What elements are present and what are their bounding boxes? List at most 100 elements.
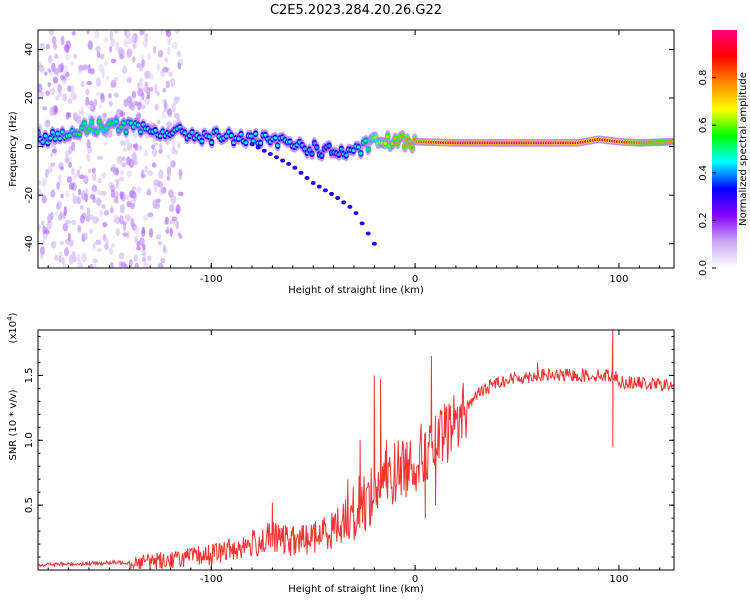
spectrogram-cell [134, 262, 140, 268]
spectrogram-cell [86, 152, 91, 162]
spectrogram-cell [64, 44, 70, 54]
spectrogram-cell [151, 148, 158, 158]
spectrogram-cell [177, 191, 184, 197]
spectrogram-cell [88, 214, 94, 220]
spectrogram-cell [109, 207, 114, 214]
spectrogram-cell [71, 31, 76, 36]
spectrogram-cell [42, 106, 48, 111]
spectrogram-cell [61, 256, 65, 265]
spectrogram-cell [59, 211, 63, 220]
spectrogram-cell [386, 134, 390, 138]
spectrogram-cell [58, 136, 62, 140]
spectrogram-cell [49, 106, 54, 117]
spectrogram-cell [43, 134, 48, 138]
spectrogram-cell [170, 194, 177, 205]
spectrogram-cell [115, 227, 121, 237]
snr-panel: -100 0 100 0.5 1.0 1.5 Height of straight lin… [6, 312, 675, 595]
spectrogram-cell [353, 211, 359, 216]
spectrogram-axes: -100 0 100 -40 -20 0 20 40 [24, 30, 674, 285]
spectrogram-cell [171, 216, 178, 222]
spectrogram-cell [159, 186, 164, 196]
spectrogram-cell [94, 130, 99, 134]
spectrogram-cell [92, 263, 97, 268]
spectrogram-cell [98, 104, 102, 109]
spectrogram-cell [73, 94, 78, 100]
spectrogram-cell [141, 229, 146, 238]
spectrogram-cell [79, 263, 84, 268]
spectrogram-cell [128, 258, 133, 268]
spectrogram-cell [83, 232, 88, 241]
spectrogram-cell [64, 219, 71, 225]
spectrogram-cell [68, 239, 74, 247]
spectrogram-cell [167, 154, 171, 160]
spectrogram-cell [115, 167, 120, 176]
spectrogram-cell [87, 40, 93, 51]
spectrogram-cell [139, 96, 143, 104]
spectrogram-xtick-label: -100 [200, 274, 223, 285]
snr-axes: -100 0 100 0.5 1.0 1.5 [24, 330, 674, 585]
spectrogram-ytick-label: 0 [24, 143, 35, 149]
spectrogram-cell [125, 156, 131, 166]
spectrogram-cell [83, 188, 89, 195]
spectrogram-cell [171, 140, 176, 150]
spectrogram-cell [86, 30, 90, 35]
spectrogram-cell [274, 155, 279, 160]
spectrogram-cell [91, 167, 96, 174]
spectrogram-cell [136, 123, 141, 127]
spectrogram-cell [76, 169, 81, 178]
spectrogram-cell [166, 175, 171, 181]
spectrogram-xlabel: Height of straight line (km) [288, 285, 424, 296]
spectrogram-cell [126, 137, 130, 145]
spectrogram-cell [100, 94, 105, 103]
spectrogram-cell [165, 30, 172, 37]
spectrogram-cell [38, 65, 42, 72]
spectrogram-cell [156, 62, 161, 73]
spectrogram-cell [119, 170, 125, 176]
spectrogram-cell [47, 82, 52, 87]
spectrogram-cell [111, 243, 116, 248]
spectrogram-cell [77, 188, 82, 196]
spectrogram-cell [157, 119, 161, 125]
snr-xtick-label: 100 [609, 574, 628, 585]
spectrogram-cell [126, 95, 133, 104]
spectrogram-cell [255, 145, 261, 150]
spectrogram-cell [400, 134, 405, 138]
spectrogram-cell [59, 166, 64, 171]
colorbar-tick-label: 0.0 [698, 260, 709, 276]
spectrogram-cell [50, 162, 56, 167]
spectrogram-cell [71, 167, 75, 175]
spectrogram-cell [39, 246, 45, 256]
spectrogram-cell [64, 150, 71, 156]
spectrogram-cell [169, 227, 173, 237]
spectrogram-cell [76, 253, 81, 262]
spectrogram-cell [157, 240, 163, 246]
spectrogram-cell [166, 109, 172, 116]
spectrogram-cell [59, 240, 65, 246]
spectrogram-cell [80, 80, 85, 88]
spectrogram-cell [79, 165, 83, 170]
spectrogram-cell [136, 186, 142, 194]
spectrogram-cell [113, 92, 120, 98]
spectrogram-cell [138, 130, 143, 134]
spectrogram-cell [40, 253, 44, 260]
spectrogram-cell [162, 66, 169, 73]
spectrogram-cell [41, 194, 47, 204]
spectrogram-cell [86, 139, 91, 149]
colorbar-label: Normalized spectral amplitude [738, 72, 749, 226]
spectrogram-cell [126, 170, 133, 178]
spectrogram-cell [77, 132, 82, 136]
spectrogram-cell [158, 169, 164, 179]
spectrogram-cell [88, 228, 94, 235]
spectrogram-cell [85, 64, 89, 71]
spectrogram-cell [172, 103, 176, 113]
spectrogram-cell [50, 130, 55, 134]
spectrogram-cell [85, 88, 90, 96]
spectrogram-cell [56, 181, 61, 190]
spectrogram-cell [72, 173, 78, 182]
spectrogram-cell [148, 228, 154, 238]
spectrogram-cell [159, 143, 163, 152]
spectrogram-cell [96, 91, 101, 97]
spectrogram-cell [71, 219, 77, 225]
spectrogram-cell [121, 162, 127, 168]
spectrogram-cell [154, 103, 159, 111]
